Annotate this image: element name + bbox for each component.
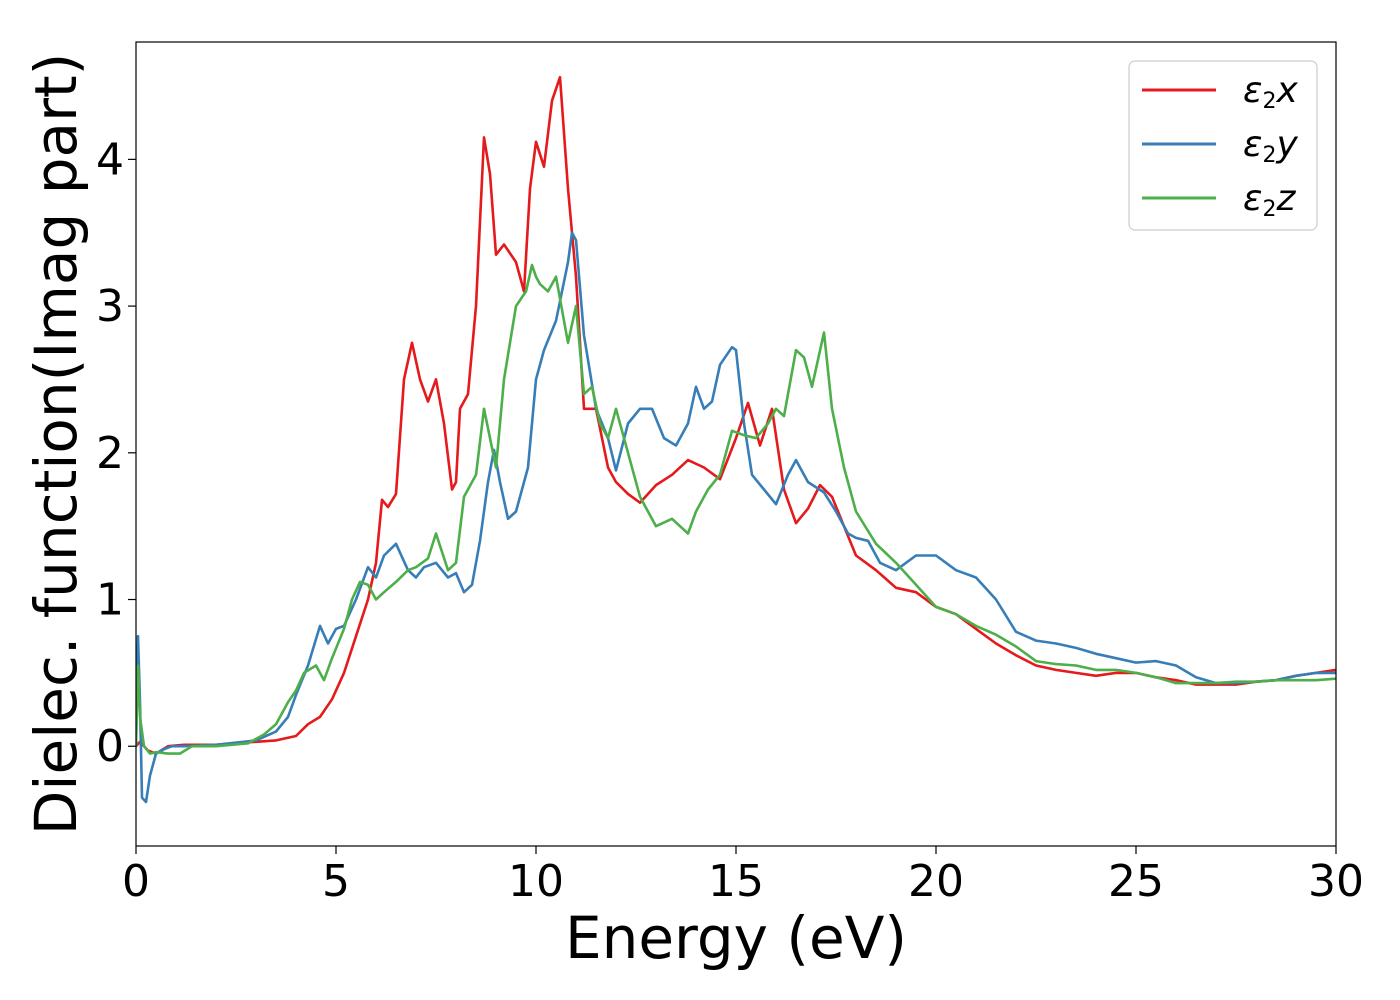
- y-tick-label: 1: [96, 575, 124, 626]
- x-tick-label: 20: [908, 856, 964, 907]
- series-line-z: [136, 263, 1336, 755]
- x-ticks: 0 5 10 15 20 25 30: [122, 846, 1364, 907]
- y-tick-label: 2: [96, 428, 124, 479]
- x-tick-label: 0: [122, 856, 150, 907]
- y-tick-label: 4: [96, 134, 124, 185]
- y-ticks: 0 1 2 3 4: [96, 134, 136, 772]
- x-tick-label: 5: [322, 856, 350, 907]
- legend-label-x: ε2x: [1243, 70, 1298, 114]
- series-group: [136, 75, 1336, 804]
- x-tick-label: 25: [1108, 856, 1164, 907]
- legend-box: [1128, 60, 1318, 231]
- y-tick-label: 0: [96, 721, 124, 772]
- y-tick-label: 3: [96, 281, 124, 332]
- legend: ε2x ε2y ε2z: [1128, 60, 1318, 231]
- series-line-y: [136, 231, 1336, 804]
- x-tick-label: 10: [508, 856, 564, 907]
- series-line-x: [136, 75, 1336, 755]
- x-tick-label: 15: [708, 856, 764, 907]
- legend-label-z: ε2z: [1243, 178, 1296, 222]
- x-tick-label: 30: [1308, 856, 1364, 907]
- x-axis-label: Energy (eV): [565, 904, 907, 972]
- y-axis-label: Dielec. function(Imag part): [22, 53, 90, 836]
- legend-label-y: ε2y: [1243, 124, 1298, 168]
